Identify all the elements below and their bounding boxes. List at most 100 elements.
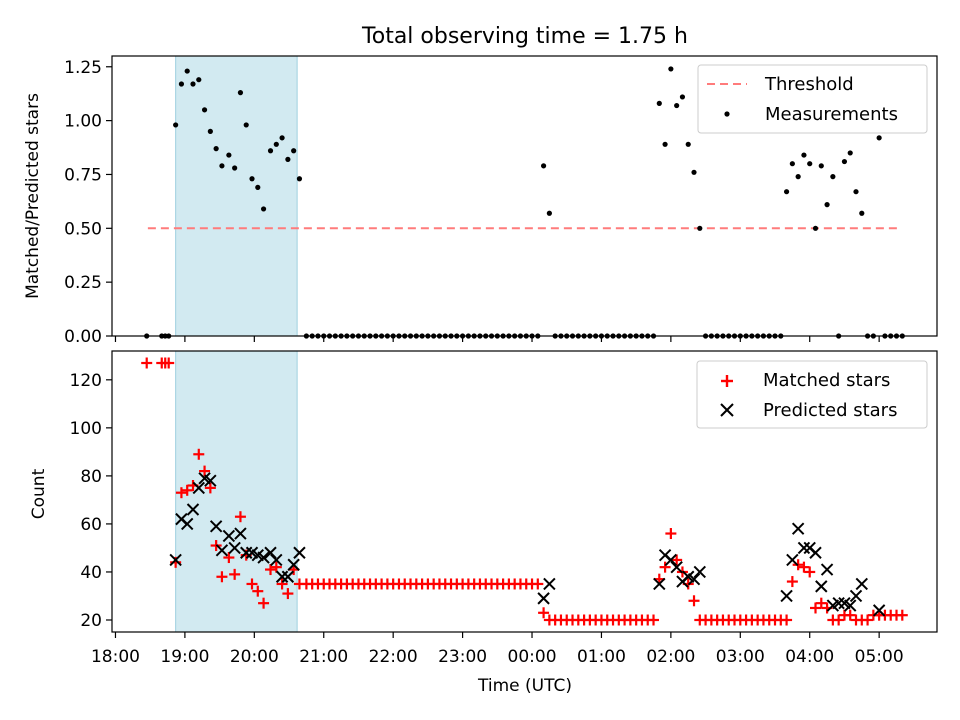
x-tick-label: 18:00 <box>91 647 140 667</box>
measurement-point <box>801 152 807 158</box>
measurement-point <box>249 176 255 182</box>
matched-star-point <box>258 597 270 609</box>
predicted-star-point <box>693 565 707 579</box>
measurement-point <box>201 107 208 113</box>
bottom-y-axis-label: Count <box>29 468 49 519</box>
matched-star-point <box>141 357 153 369</box>
measurement-point <box>697 225 703 231</box>
matched-star-point <box>810 602 822 614</box>
predicted-star-point <box>780 589 793 603</box>
measurement-point <box>691 169 697 175</box>
x-tick-label: 03:00 <box>716 647 765 667</box>
x-tick-label: 19:00 <box>160 647 209 667</box>
x-tick-label: 21:00 <box>299 647 348 667</box>
matched-star-point <box>671 554 683 566</box>
measurement-point <box>190 81 196 87</box>
matched-star-point <box>538 607 550 619</box>
predicted-star-point <box>222 529 236 543</box>
predicted-star-point <box>270 553 283 567</box>
predicted-star-point <box>240 546 253 559</box>
x-tick-label: 04:00 <box>785 647 834 667</box>
measurement-point <box>812 225 819 231</box>
matched-star-point <box>648 614 660 626</box>
measurement-point <box>876 135 882 141</box>
predicted-star-point <box>670 560 683 574</box>
predicted-star-point <box>181 517 194 531</box>
x-tick-label: 22:00 <box>369 647 418 667</box>
matched-star-point <box>276 578 288 590</box>
matched-star-point <box>786 576 798 588</box>
measurement-point <box>818 163 824 169</box>
bottom-legend: Matched stars Predicted stars <box>696 360 928 429</box>
measurement-point <box>196 77 202 83</box>
measurement-point <box>213 146 219 152</box>
top-x-ticks <box>114 336 880 342</box>
matched-star-point <box>833 614 845 626</box>
predicted-star-point <box>186 503 200 516</box>
predicted-star-point <box>664 553 678 567</box>
x-tick-label: 20:00 <box>230 647 279 667</box>
matched-star-point <box>223 552 235 564</box>
y-tick-label: 0.75 <box>64 165 102 185</box>
matched-star-point <box>815 597 827 609</box>
predicted-star-point <box>257 551 270 564</box>
legend-predicted-label: Predicted stars <box>763 400 897 421</box>
y-tick-label: 1.25 <box>64 58 102 78</box>
matched-star-point <box>688 595 700 607</box>
predicted-star-point <box>855 577 868 591</box>
legend-matched-label: Matched stars <box>763 370 890 391</box>
predicted-star-point <box>209 520 223 533</box>
measurement-point <box>285 156 291 162</box>
measurement-point <box>824 202 830 208</box>
y-tick-label: 0.25 <box>64 273 102 293</box>
measurement-point <box>795 174 801 180</box>
top-plot-frame <box>111 55 938 337</box>
predicted-stars-points <box>169 472 886 617</box>
predicted-star-point <box>204 474 217 487</box>
y-tick-label: 0.00 <box>64 327 102 347</box>
predicted-star-point <box>832 596 845 610</box>
matched-star-point <box>204 482 216 494</box>
y-tick-label: 20 <box>80 611 102 631</box>
measurement-point <box>853 189 859 195</box>
measurement-point <box>668 66 674 72</box>
x-tick-label: 02:00 <box>646 647 695 667</box>
predicted-star-point <box>264 546 277 559</box>
measurement-point <box>273 141 279 147</box>
x-tick-label: 05:00 <box>855 647 904 667</box>
chart-title: Total observing time = 1.75 h <box>361 24 688 49</box>
matched-star-point <box>181 484 193 496</box>
predicted-star-point <box>653 577 666 591</box>
measurement-point <box>546 210 552 216</box>
matched-star-point <box>199 465 211 477</box>
measurement-point <box>207 128 213 134</box>
matched-star-point <box>804 566 816 578</box>
x-tick-label: 01:00 <box>577 647 626 667</box>
y-tick-label: 60 <box>80 515 102 535</box>
bottom-x-axis: 18:00 19:00 20:00 21:00 22:00 23:00 00:00 01:00… <box>91 632 904 667</box>
predicted-star-point <box>786 553 799 567</box>
y-tick-label: 80 <box>80 467 102 487</box>
measurement-point <box>237 90 244 96</box>
matched-star-point <box>252 585 264 597</box>
measurement-point <box>178 81 185 87</box>
measurement-point <box>847 150 853 156</box>
measurement-point <box>243 122 249 128</box>
matched-star-point <box>659 561 671 573</box>
measurement-point <box>226 152 232 158</box>
predicted-star-point <box>687 572 701 586</box>
measurement-point <box>807 161 813 167</box>
measurement-point <box>173 122 179 128</box>
predicted-star-point <box>844 599 857 612</box>
bottom-y-axis: 20 40 60 80 100 120 <box>70 371 112 631</box>
measurement-point <box>662 141 668 147</box>
x-tick-label: 00:00 <box>508 647 557 667</box>
predicted-star-point <box>537 592 550 605</box>
matched-star-point <box>270 561 282 573</box>
legend-threshold-label: Threshold <box>764 74 854 95</box>
bottom-plot-frame <box>111 350 938 633</box>
predicted-star-point <box>281 570 295 583</box>
matched-star-point <box>175 487 187 499</box>
predicted-star-point <box>872 604 886 617</box>
predicted-star-point <box>215 544 229 557</box>
